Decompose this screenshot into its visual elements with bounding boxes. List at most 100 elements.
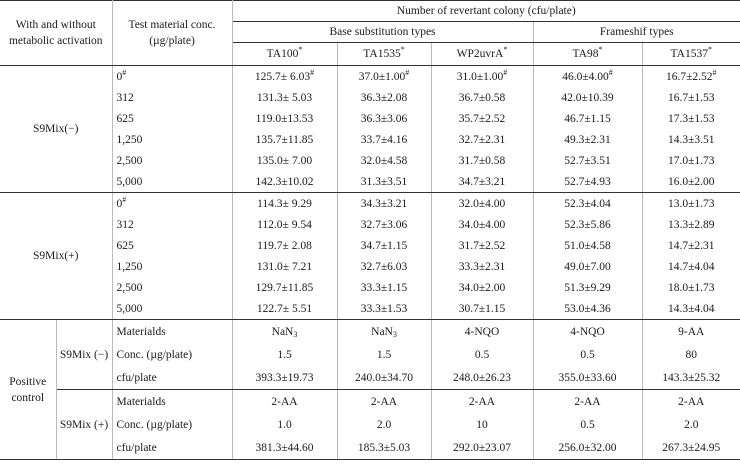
group-s9-minus: S9Mix(−) <box>0 65 113 193</box>
value-cell: 51.3±9.29 <box>533 277 643 298</box>
material-cell: 9-AA <box>678 325 705 338</box>
value-cell: 31.0±1.00# <box>431 65 534 87</box>
value-cell: 125.7± 6.03# <box>232 65 338 87</box>
value-cell: 112.0± 9.54 <box>232 214 338 235</box>
value-cell: 114.3± 9.29 <box>232 192 338 214</box>
value-cell: 46.0±4.00# <box>533 65 643 87</box>
conc-cell: 1,250 <box>112 256 233 277</box>
value-cell: 355.0±33.60 <box>533 366 643 390</box>
row-label: cfu/plate <box>112 366 233 390</box>
value-cell: 33.7±4.16 <box>337 129 432 150</box>
value-cell: 143.3±25.32 <box>642 366 740 390</box>
value-cell: 80 <box>685 348 698 361</box>
strain-header: TA100* <box>232 42 338 66</box>
value-cell: 32.0±4.00 <box>431 192 534 214</box>
value-cell: 185.3±5.03 <box>337 436 432 460</box>
value-cell: 34.0±2.00 <box>431 277 534 298</box>
value-cell: 131.3± 5.03 <box>232 87 338 108</box>
value-cell: 135.7±11.85 <box>232 129 338 150</box>
value-cell: 14.7±4.04 <box>667 260 715 273</box>
value-cell: 31.7±2.52 <box>431 235 534 256</box>
value-cell: 129.7±11.85 <box>232 277 338 298</box>
value-cell: 34.0±4.00 <box>431 214 534 235</box>
material-cell: 4-NQO <box>431 319 534 343</box>
value-cell: 36.7±0.58 <box>431 87 534 108</box>
value-cell: 14.3±4.04 <box>642 298 740 320</box>
material-cell: NaN3 <box>337 319 432 343</box>
conc-cell: 625 <box>112 108 233 129</box>
value-cell: 35.7±2.52 <box>431 108 534 129</box>
strain-header: TA1535* <box>337 42 432 66</box>
material-cell: 2-AA <box>337 389 432 413</box>
strain-header: TA98* <box>533 42 643 66</box>
value-cell: 142.3±10.02 <box>232 171 338 193</box>
conc-cell: 5,000 <box>112 298 233 320</box>
value-cell: 36.3±2.08 <box>337 87 432 108</box>
value-cell: 267.3±24.95 <box>642 436 740 460</box>
value-cell: 1.5 <box>337 343 432 366</box>
value-cell: 16.7±2.52# <box>665 67 717 83</box>
value-cell: 0.5 <box>533 413 643 436</box>
value-cell: 1.5 <box>232 343 338 366</box>
value-cell: 34.7±3.21 <box>431 171 534 193</box>
material-cell: 2-AA <box>232 389 338 413</box>
material-cell: 2-AA <box>533 389 643 413</box>
value-cell: 49.3±2.31 <box>533 129 643 150</box>
value-cell: 53.0±4.36 <box>533 298 643 320</box>
value-cell: 32.7±3.06 <box>337 214 432 235</box>
value-cell: 135.0± 7.00 <box>232 150 338 171</box>
header-number: Number of revertant colony (cfu/plate) <box>232 0 740 22</box>
row-label: cfu/plate <box>112 436 233 460</box>
value-cell: 13.3±2.89 <box>667 218 715 231</box>
group-s9-plus: S9Mix(+) <box>0 192 113 320</box>
positive-s9-minus: S9Mix (−) <box>56 319 113 390</box>
conc-cell: 1,250 <box>112 129 233 150</box>
material-cell: 2-AA <box>678 395 705 408</box>
positive-s9-plus: S9Mix (+) <box>56 389 113 460</box>
value-cell: 32.7±2.31 <box>431 129 534 150</box>
value-cell: 37.0±1.00# <box>337 65 432 87</box>
material-cell: 2-AA <box>431 389 534 413</box>
value-cell: 33.3±1.53 <box>337 298 432 320</box>
value-cell: 0.5 <box>431 343 534 366</box>
value-cell: 14.7±2.31 <box>667 239 715 252</box>
value-cell: 52.7±3.51 <box>533 150 643 171</box>
row-label: Conc. (µg/plate) <box>112 343 233 366</box>
value-cell: 31.7±0.58 <box>431 150 534 171</box>
value-cell: 34.7±1.15 <box>337 235 432 256</box>
value-cell: 248.0±26.23 <box>431 366 534 390</box>
value-cell: 33.3±2.31 <box>431 256 534 277</box>
conc-cell: 5,000 <box>112 171 233 193</box>
value-cell: 256.0±32.00 <box>533 436 643 460</box>
value-cell: 52.3±5.86 <box>533 214 643 235</box>
row-label: Materialds <box>112 319 233 343</box>
row-label: Conc. (µg/plate) <box>112 413 233 436</box>
value-cell: 131.0± 7.21 <box>232 256 338 277</box>
value-cell: 240.0±34.70 <box>337 366 432 390</box>
value-cell: 10 <box>431 413 534 436</box>
conc-cell: 312 <box>112 214 233 235</box>
value-cell: 119.7± 2.08 <box>232 235 338 256</box>
value-cell: 46.7±1.15 <box>533 108 643 129</box>
value-cell: 2.0 <box>684 418 699 431</box>
value-cell: 119.0±13.53 <box>232 108 338 129</box>
value-cell: 17.3±1.53 <box>667 112 715 125</box>
value-cell: 32.0±4.58 <box>337 150 432 171</box>
strain-header: WP2uvrA* <box>431 42 534 66</box>
conc-cell: 2,500 <box>112 150 233 171</box>
value-cell: 51.0±4.58 <box>533 235 643 256</box>
header-base-group: Base substitution types <box>232 21 534 43</box>
value-cell: 42.0±10.39 <box>533 87 643 108</box>
value-cell: 49.0±7.00 <box>533 256 643 277</box>
value-cell: 13.0±1.73 <box>667 197 715 210</box>
value-cell: 33.3±1.15 <box>337 277 432 298</box>
conc-cell: 625 <box>112 235 233 256</box>
value-cell: 17.0±1.73 <box>667 154 715 167</box>
row-label: Materialds <box>112 389 233 413</box>
value-cell: 1.0 <box>232 413 338 436</box>
header-conc: Test material conc. (µg/plate) <box>112 0 233 66</box>
value-cell: 16.0±2.00 <box>642 171 740 193</box>
value-cell: 292.0±23.07 <box>431 436 534 460</box>
value-cell: 36.3±3.06 <box>337 108 432 129</box>
